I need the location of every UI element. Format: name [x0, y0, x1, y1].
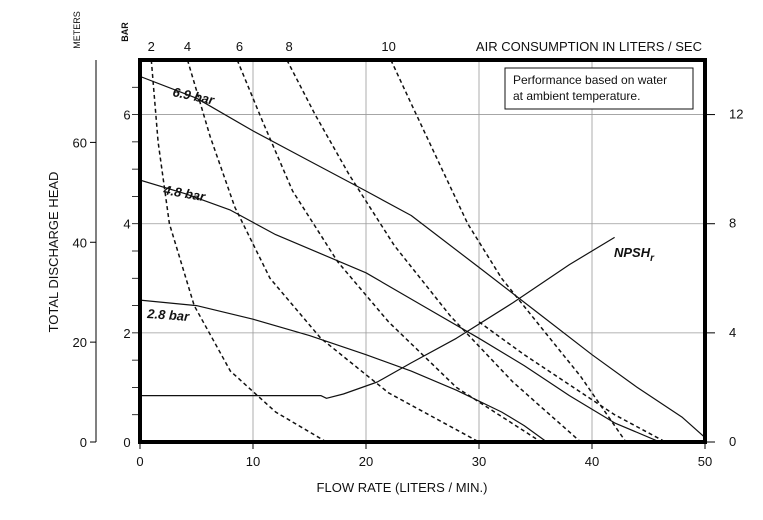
air-consumption-curves [150, 60, 666, 442]
curve-4-8-bar [140, 179, 661, 442]
air-tick-label-4: 4 [184, 39, 191, 54]
right-tick-label-12: 12 [729, 107, 743, 122]
curve-10-l-s [390, 60, 627, 442]
note-box: Performance based on water at ambient te… [504, 67, 694, 110]
meters-tick-label-40: 40 [73, 235, 87, 250]
y-axis-title: TOTAL DISCHARGE HEAD [46, 172, 61, 333]
bar-tick-label-0: 0 [123, 435, 130, 450]
x-axis-title: FLOW RATE (LITERS / MIN.) [317, 480, 488, 495]
bar-tick-label-2: 2 [123, 326, 130, 341]
x-tick-label-50: 50 [698, 454, 712, 469]
x-tick-label-30: 30 [472, 454, 486, 469]
x-tick-label-10: 10 [246, 454, 260, 469]
x-tick-label-0: 0 [136, 454, 143, 469]
npshr-subscript: r [650, 253, 655, 264]
right-tick-label-8: 8 [729, 216, 736, 231]
curve-12-l-s [478, 321, 666, 442]
meters-axis-title: METERS [72, 11, 82, 49]
bar-tick-label-4: 4 [123, 217, 130, 232]
meters-tick-label-60: 60 [73, 135, 87, 150]
bar-tick-label-6: 6 [123, 108, 130, 123]
curve-4-l-s [186, 60, 480, 442]
air-tick-label-6: 6 [236, 39, 243, 54]
curve-2-8-bar [140, 299, 548, 442]
note-line-1: Performance based on water [513, 73, 667, 87]
performance-curves [140, 75, 705, 442]
air-tick-label-10: 10 [381, 39, 395, 54]
label-2-8-bar: 2.8 bar [146, 306, 191, 324]
meters-tick-label-20: 20 [73, 335, 87, 350]
right-tick-label-0: 0 [729, 434, 736, 449]
note-line-2: at ambient temperature. [513, 89, 640, 103]
air-tick-label-8: 8 [286, 39, 293, 54]
npshr-main: NPSH [614, 245, 651, 260]
curve-6-9-bar [140, 75, 705, 439]
curve-2-l-s [150, 60, 327, 442]
right-tick-label-4: 4 [729, 325, 736, 340]
label-4-8-bar: 4.8 bar [161, 182, 207, 204]
air-consumption-title: AIR CONSUMPTION IN LITERS / SEC [476, 39, 702, 54]
bar-axis-title: BAR [120, 22, 130, 42]
curve-6-l-s [236, 60, 542, 442]
x-tick-label-20: 20 [359, 454, 373, 469]
label-6-9-bar: 6.9 bar [171, 84, 216, 108]
air-tick-label-2: 2 [148, 39, 155, 54]
meters-tick-label-0: 0 [80, 435, 87, 450]
curve-8-l-s [286, 60, 582, 442]
curve-npshr [140, 236, 615, 399]
x-tick-label-40: 40 [585, 454, 599, 469]
label-npshr: NPSHr [614, 245, 655, 264]
